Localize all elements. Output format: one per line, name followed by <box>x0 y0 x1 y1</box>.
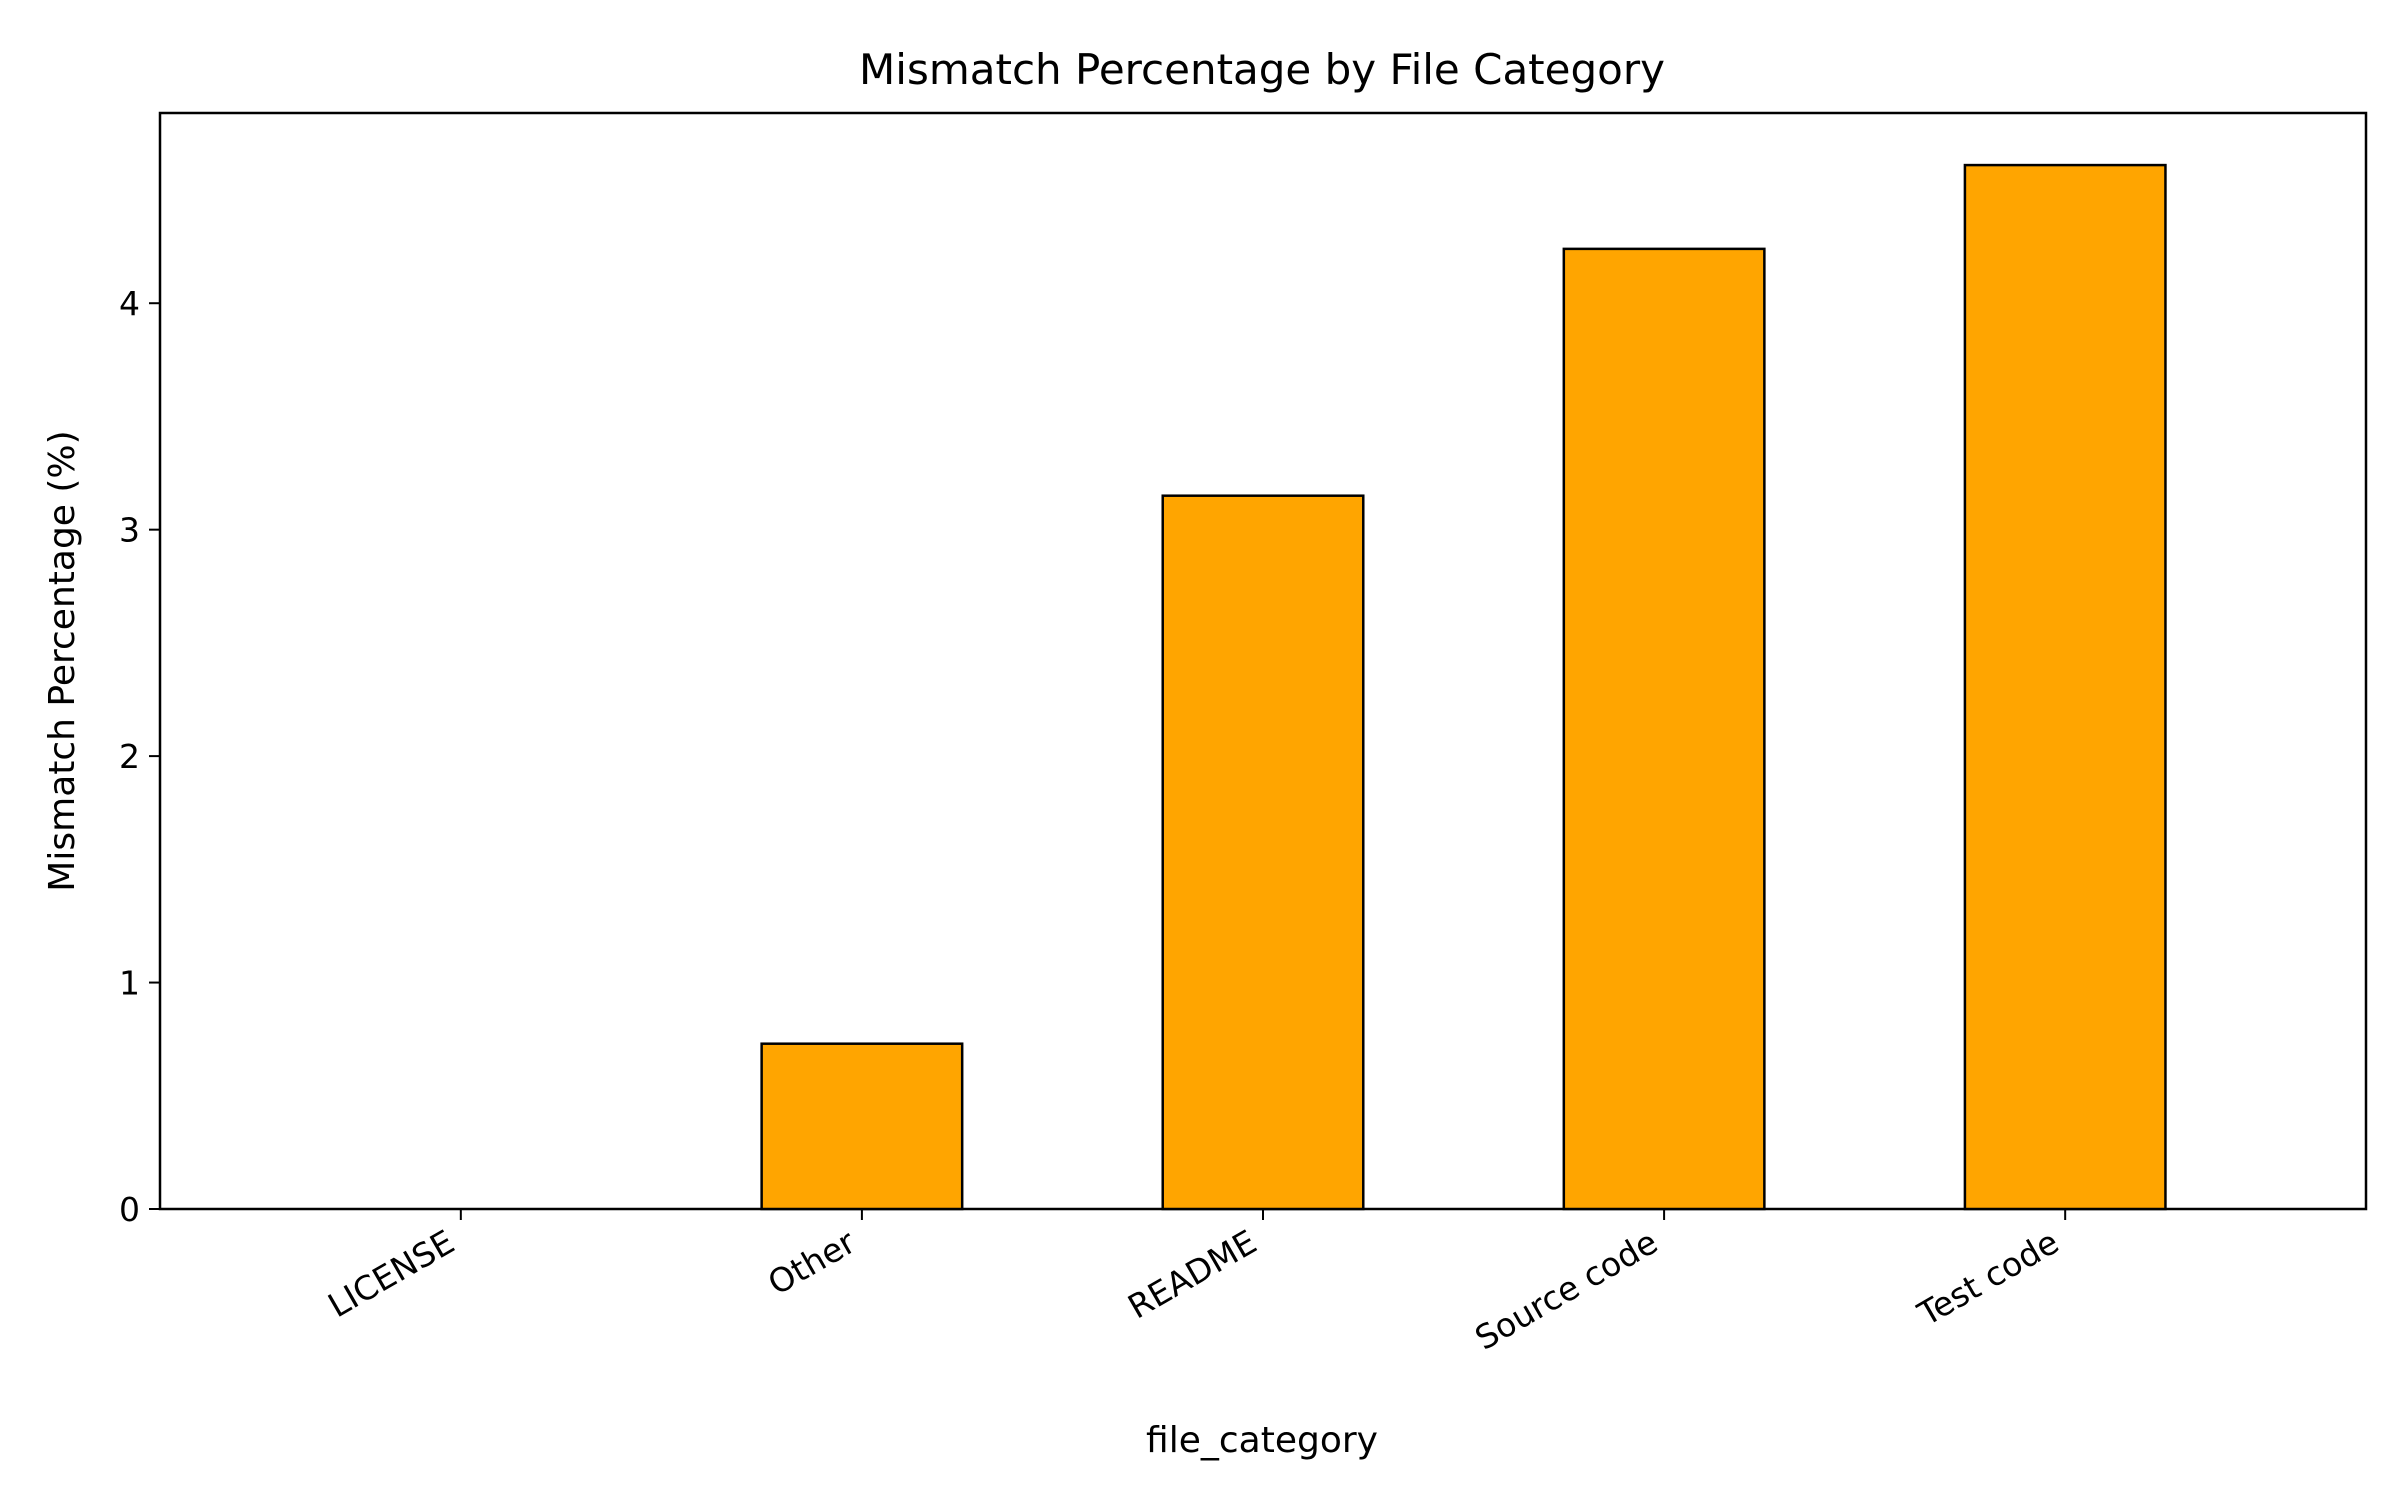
bar-readme <box>1161 494 1365 1211</box>
bar-other <box>760 1042 964 1211</box>
y-tick-label: 1 <box>119 964 140 1003</box>
y-tick-label: 3 <box>119 511 140 550</box>
y-tick-label: 0 <box>119 1190 140 1229</box>
bars <box>760 163 2167 1211</box>
chart-title: Mismatch Percentage by File Category <box>859 45 1665 94</box>
x-tick-label: Source code <box>1468 1222 1664 1357</box>
x-tick-label: README <box>1121 1222 1263 1326</box>
x-tick-label: Other <box>761 1222 862 1303</box>
plot-area: 0 1 2 3 4 LICENSE Other README Source code Test … <box>119 111 2368 1358</box>
y-tick-label: 2 <box>119 737 140 776</box>
y-axis: 0 1 2 3 4 <box>119 284 160 1229</box>
x-axis-label: file_category <box>1146 1420 1378 1461</box>
y-axis-label: Mismatch Percentage (%) <box>42 430 83 891</box>
y-tick-label: 4 <box>119 284 140 323</box>
bar-source-code <box>1562 247 1766 1211</box>
x-tick-label: LICENSE <box>321 1222 460 1325</box>
x-tick-label: Test code <box>1911 1222 2066 1334</box>
bar-test-code <box>1963 163 2167 1211</box>
x-axis: LICENSE Other README Source code Test code <box>321 1209 2067 1358</box>
